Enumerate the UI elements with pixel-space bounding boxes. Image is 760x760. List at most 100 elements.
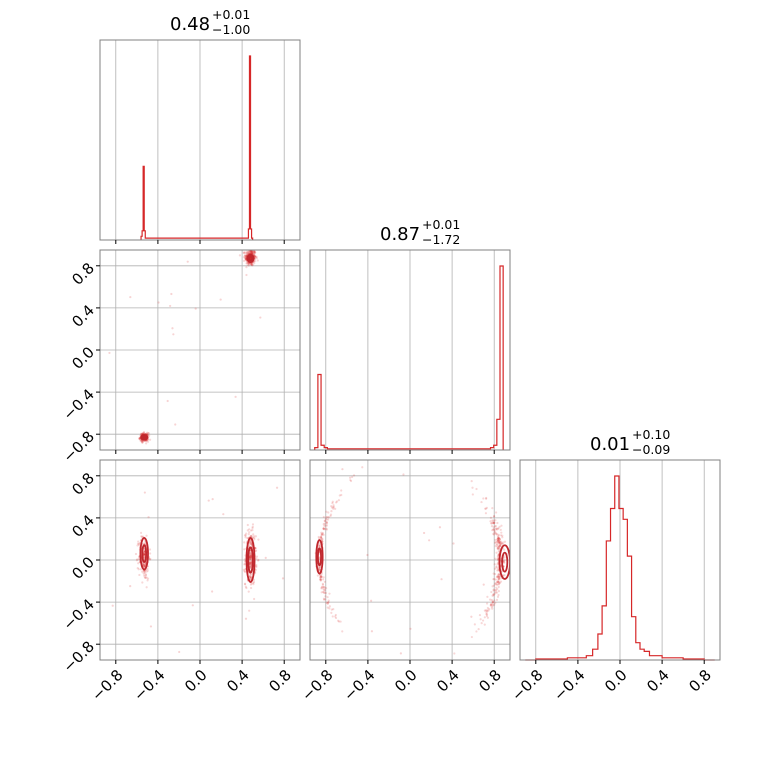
pair-2-3-sample-point — [493, 599, 496, 602]
pair-1-2-sample-point — [142, 431, 145, 435]
pair-1-3-sample-point — [142, 565, 146, 568]
y-tick-label-2-3: 0.4 — [68, 301, 98, 331]
pair-2-3-sample-point — [489, 603, 493, 606]
pair-1-3-sample-point — [254, 547, 257, 550]
pair-2-3-sample-point — [496, 538, 499, 541]
pair-2-3-sample-point — [332, 506, 335, 509]
pair-1-3-sample-point — [246, 529, 249, 532]
pair-2-3-sample-point — [492, 588, 495, 591]
pair-2-3-sample-point — [503, 573, 506, 577]
pair-1-3-sample-point — [148, 558, 152, 561]
pair-1-3-sample-point — [249, 552, 252, 555]
pair-1-3-sample-point — [249, 576, 253, 579]
pair-1-2-sample-point — [244, 257, 247, 260]
pair-2-3-sample-point — [319, 578, 323, 581]
pair-2-3-sample-point — [322, 587, 325, 591]
pair-1-2-sample-point — [254, 255, 257, 258]
pair-1-3-sample-point — [136, 558, 139, 561]
pair-2-3-sample-point — [319, 576, 322, 579]
pair-1-2-outlier-point — [129, 295, 132, 299]
pair-2-3-sample-point — [322, 527, 325, 530]
pair-1-2-sample-point — [250, 250, 253, 254]
pair-1-2-sample-point — [245, 266, 248, 269]
pair-2-3-sample-point — [324, 524, 327, 527]
pair-2-3-sample-point — [477, 628, 480, 631]
pair-2-3-sample-point — [491, 607, 494, 610]
pair-2-3-sample-point — [497, 539, 500, 542]
pair-1-3-sample-point — [142, 562, 145, 565]
pair-1-3-sample-point — [250, 534, 253, 537]
pair-1-3-sample-point — [137, 562, 140, 565]
pair-1-3-sample-point — [143, 570, 146, 573]
pair-1-2-sample-point — [252, 252, 255, 255]
pair-2-3-sample-point — [492, 532, 495, 535]
pair-2-3-sample-point — [453, 652, 456, 655]
y-tick-label-2-0: −0.8 — [60, 427, 98, 465]
pair-2-3-sample-point — [484, 507, 487, 510]
pair-2-3-sample-point — [496, 545, 499, 548]
pair-2-3-sample-point — [318, 545, 321, 548]
pair-1-3-outlier-point — [191, 604, 194, 607]
pair-2-3-sample-point — [341, 630, 344, 633]
x-tick-label-2-4: 0.8 — [475, 666, 505, 696]
pair-2-3-sample-point — [498, 581, 502, 585]
pair-1-2-sample-point — [247, 250, 250, 253]
pair-2-3-outlier-point — [399, 652, 402, 655]
pair-2-3-sample-point — [322, 576, 325, 579]
pair-2-3-sample-point — [349, 479, 353, 483]
pair-2-3-sample-point — [322, 578, 325, 581]
pair-1-2-sample-point — [246, 262, 249, 265]
pair-1-3-sample-point — [254, 549, 258, 552]
pair-2-3-sample-point — [501, 536, 504, 539]
pair-2-3-sample-point — [319, 578, 322, 581]
pair-1-3-sample-point — [140, 535, 144, 539]
pair-2-3-sample-point — [497, 585, 500, 589]
pair-2-3-sample-point — [497, 578, 501, 581]
pair-2-3-sample-point — [498, 540, 501, 543]
pair-1-2-sample-point — [250, 263, 253, 266]
pair-1-2-sample-point — [145, 440, 148, 443]
pair-1-2-sample-point — [243, 251, 246, 254]
pair-1-2-sample-point — [253, 250, 256, 253]
pair-1-3-sample-point — [247, 533, 250, 536]
pair-1-2-sample-point — [142, 432, 146, 435]
pair-2-3-sample-point — [496, 540, 499, 543]
pair-1-3-sample-point — [143, 554, 146, 557]
pair-1-2-sample-point — [251, 251, 254, 254]
pair-2-3-sample-point — [332, 507, 335, 510]
pair-2-3-sample-point — [320, 575, 323, 578]
pair-2-3-sample-point — [320, 587, 323, 590]
pair-2-3-sample-point — [500, 541, 503, 545]
pair-2-3-sample-point — [479, 618, 482, 621]
pair-2-3-sample-point — [497, 537, 500, 540]
pair-1-2-sample-point — [251, 251, 254, 254]
pair-1-3-sample-point — [139, 531, 143, 534]
pair-2-3-sample-point — [332, 504, 335, 507]
pair-1-2-sample-point — [247, 250, 251, 253]
pair-1-3-sample-point — [249, 573, 252, 576]
pair-1-2-sample-point — [139, 432, 143, 435]
pair-1-2-sample-point — [245, 262, 248, 265]
pair-1-2-sample-point — [138, 437, 141, 440]
pair-1-3-sample-point — [142, 564, 145, 567]
pair-2-3-sample-point — [490, 602, 493, 606]
pair-1-3-sample-point — [249, 542, 252, 545]
pair-2-3-sample-point — [320, 534, 323, 537]
pair-2-3-sample-point — [492, 521, 495, 525]
pair-2-3-sample-point — [497, 573, 500, 576]
pair-2-3-sample-point — [485, 602, 489, 605]
pair-2-3-sample-point — [470, 480, 473, 483]
pair-1-2-sample-point — [242, 252, 246, 255]
pair-1-3-outlier-point — [143, 491, 146, 494]
pair-1-2-contour-3 — [141, 435, 147, 440]
pair-2-3-sample-point — [494, 583, 497, 586]
pair-2-3-sample-point — [320, 533, 324, 536]
pair-1-2-sample-point — [253, 246, 255, 248]
pair-1-3-sample-point — [249, 551, 252, 554]
pair-1-2-sample-point — [244, 258, 247, 262]
pair-1-3-sample-point — [248, 574, 252, 577]
pair-2-3-sample-point — [491, 600, 495, 604]
pair-1-3-sample-point — [144, 573, 148, 576]
pair-1-3-sample-point — [243, 563, 246, 566]
pair-2-3-sample-point — [494, 525, 497, 528]
